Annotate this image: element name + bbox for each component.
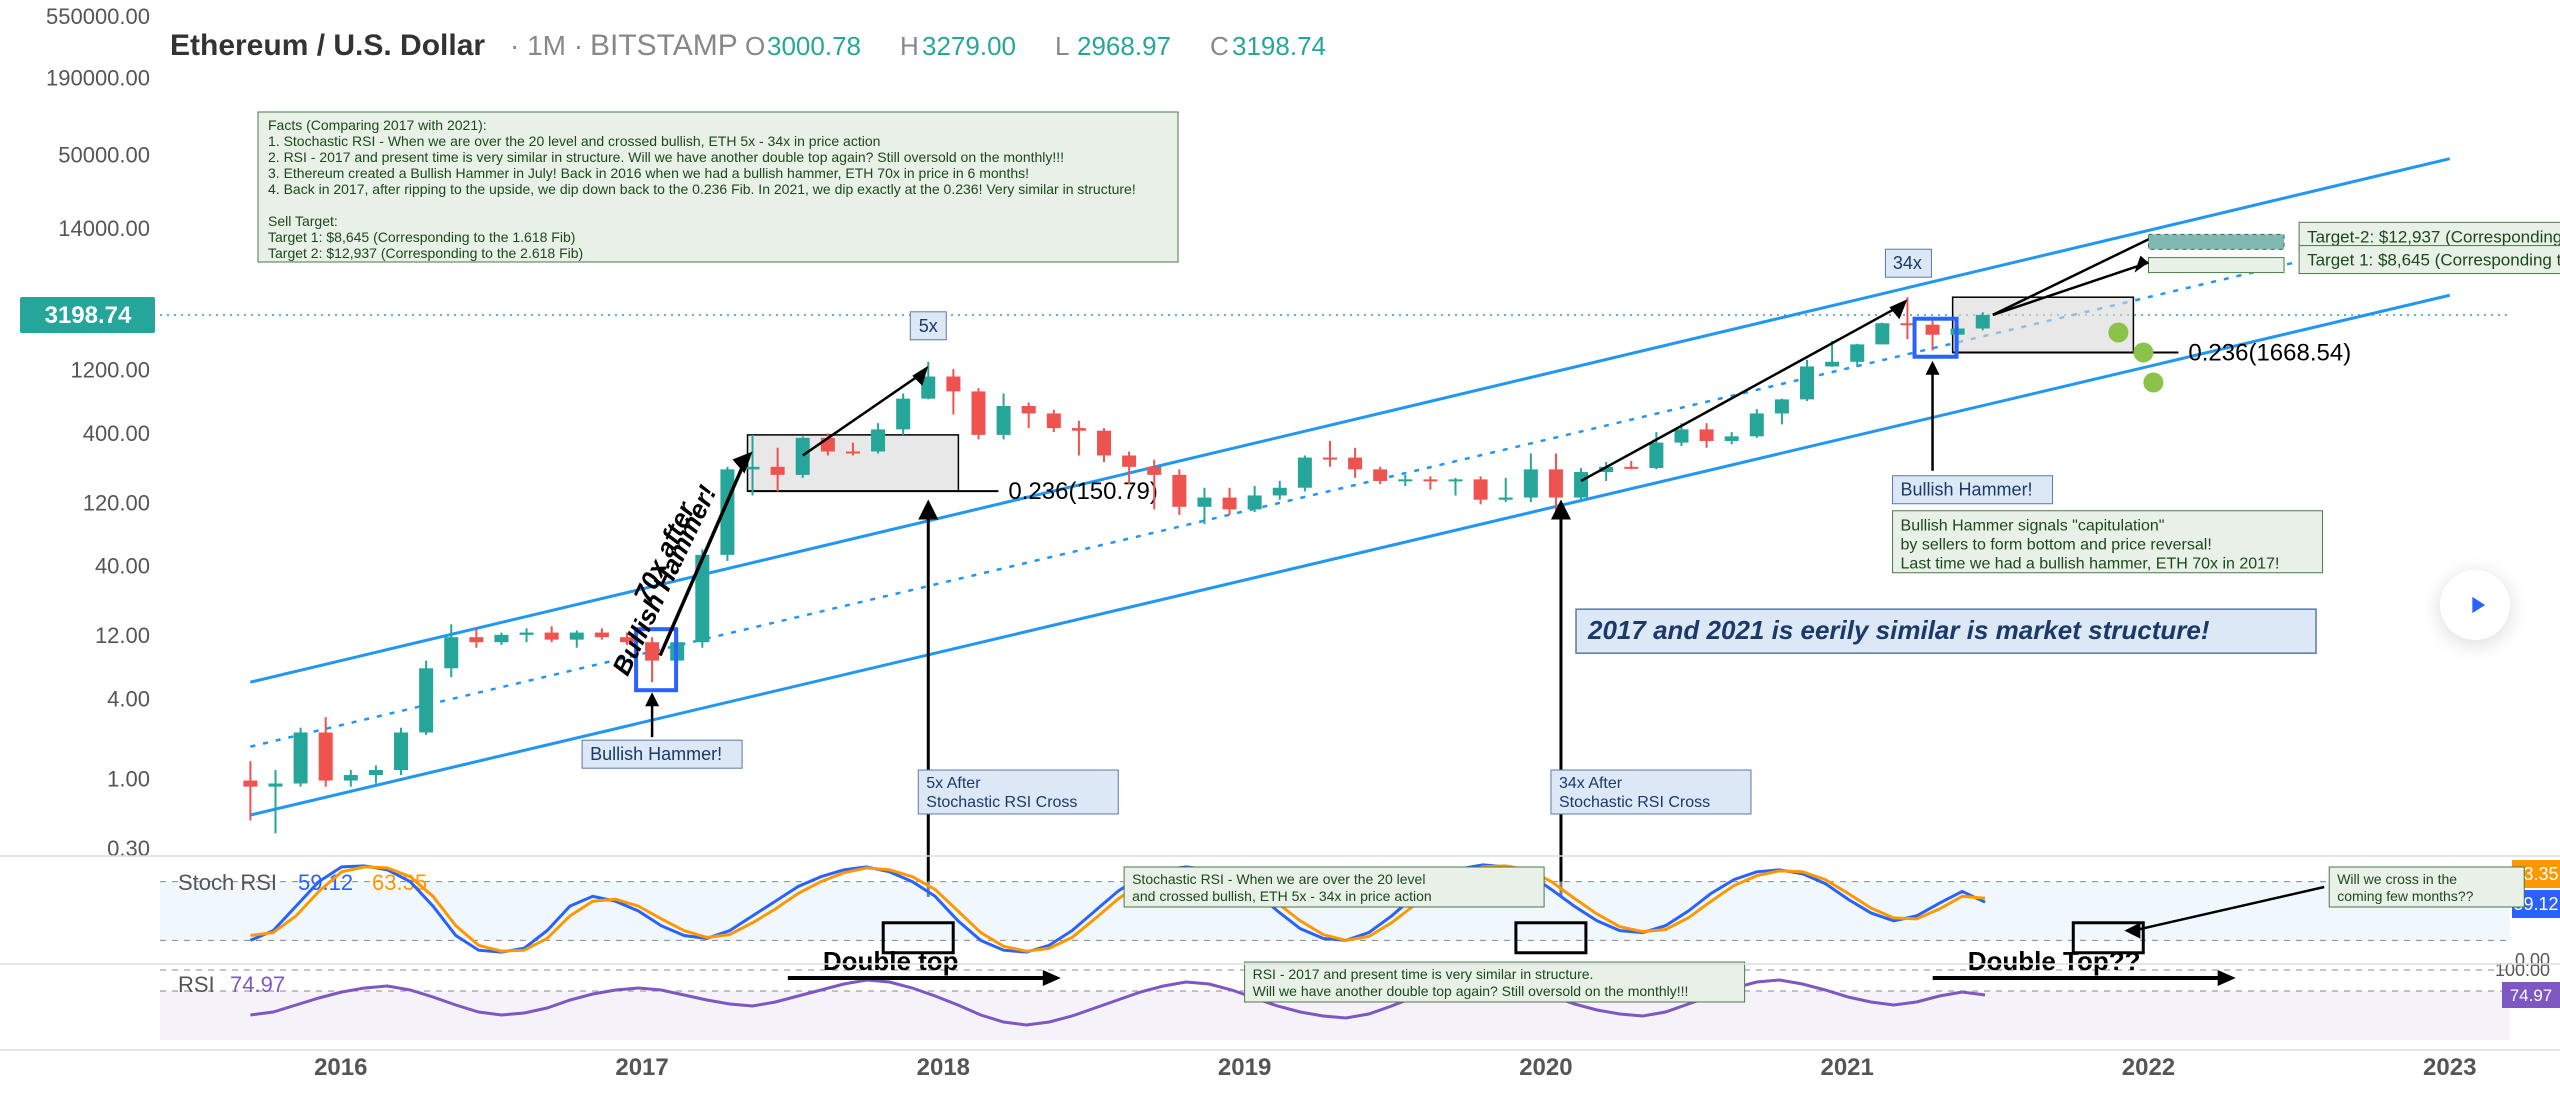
svg-text:coming few months??: coming few months?? bbox=[2337, 888, 2473, 904]
x-tick: 2018 bbox=[917, 1054, 970, 1081]
svg-text:34x After: 34x After bbox=[1559, 775, 1623, 792]
svg-text:Last time we had a bullish ham: Last time we had a bullish hammer, ETH 7… bbox=[1901, 556, 2280, 573]
svg-text:RSI: RSI bbox=[178, 972, 215, 997]
svg-text:Stochastic RSI Cross: Stochastic RSI Cross bbox=[926, 794, 1077, 811]
svg-text:Bullish Hammer signals "capitu: Bullish Hammer signals "capitulation" bbox=[1901, 518, 2165, 535]
svg-text:3198.74: 3198.74 bbox=[1232, 31, 1326, 61]
y-tick: 400.00 bbox=[83, 421, 150, 446]
svg-text:3279.00: 3279.00 bbox=[922, 31, 1016, 61]
svg-text:Facts (Comparing 2017 with 202: Facts (Comparing 2017 with 2021): bbox=[268, 117, 487, 133]
y-tick: 0.30 bbox=[107, 836, 150, 861]
y-tick: 50000.00 bbox=[58, 142, 150, 167]
play-button[interactable] bbox=[2440, 570, 2510, 640]
svg-text:74.97: 74.97 bbox=[2510, 986, 2553, 1005]
svg-text:Bullish Hammer!: Bullish Hammer! bbox=[1901, 480, 2033, 500]
svg-text:3198.74: 3198.74 bbox=[45, 302, 132, 329]
y-tick: 120.00 bbox=[83, 490, 150, 515]
svg-text:2968.97: 2968.97 bbox=[1077, 31, 1171, 61]
x-tick: 2020 bbox=[1519, 1054, 1572, 1081]
svg-text:2017 and 2021 is eerily simila: 2017 and 2021 is eerily similar is marke… bbox=[1587, 615, 2210, 645]
chart-container: Ethereum / U.S. Dollar · 1M ·BITSTAMPO300… bbox=[0, 0, 2560, 1094]
svg-text:and crossed bullish, ETH 5x -: and crossed bullish, ETH 5x - 34x in pri… bbox=[1132, 888, 1432, 904]
svg-text:C: C bbox=[1210, 31, 1229, 61]
svg-text:O: O bbox=[745, 31, 765, 61]
svg-text:RSI - 2017 and present time is: RSI - 2017 and present time is very simi… bbox=[1253, 966, 1594, 982]
svg-text:5x: 5x bbox=[919, 316, 938, 336]
svg-text:Will we cross in the: Will we cross in the bbox=[2337, 871, 2457, 887]
y-tick: 12.00 bbox=[95, 623, 150, 648]
svg-text:1. Stochastic RSI - When we ar: 1. Stochastic RSI - When we are over the… bbox=[268, 133, 880, 149]
svg-text:Will we have another double to: Will we have another double top again? S… bbox=[1253, 983, 1689, 999]
x-tick: 2016 bbox=[314, 1054, 367, 1081]
y-tick: 1.00 bbox=[107, 767, 150, 792]
chart-svg: Ethereum / U.S. Dollar · 1M ·BITSTAMPO300… bbox=[0, 0, 2560, 1094]
svg-text:34x: 34x bbox=[1893, 253, 1922, 273]
svg-text:Stoch RSI: Stoch RSI bbox=[178, 870, 277, 895]
y-tick: 1200.00 bbox=[70, 358, 150, 383]
y-tick: 4.00 bbox=[107, 687, 150, 712]
y-tick: 190000.00 bbox=[46, 65, 150, 90]
svg-text:0.236(150.79): 0.236(150.79) bbox=[1008, 478, 1157, 505]
svg-text:H: H bbox=[900, 31, 919, 61]
x-tick: 2023 bbox=[2423, 1054, 2476, 1081]
svg-text:L: L bbox=[1055, 31, 1069, 61]
svg-text:Sell Target:: Sell Target: bbox=[268, 213, 338, 229]
x-tick: 2022 bbox=[2122, 1054, 2175, 1081]
svg-text:Bullish Hammer!: Bullish Hammer! bbox=[590, 744, 722, 764]
svg-text:3000.78: 3000.78 bbox=[767, 31, 861, 61]
y-tick: 14000.00 bbox=[58, 216, 150, 241]
svg-text:· 1M ·: · 1M · bbox=[510, 30, 583, 61]
svg-text:Stochastic RSI Cross: Stochastic RSI Cross bbox=[1559, 794, 1710, 811]
svg-text:59.12: 59.12 bbox=[298, 870, 353, 895]
svg-text:by sellers to form bottom and: by sellers to form bottom and price reve… bbox=[1901, 537, 2212, 554]
svg-text:3. Ethereum created a Bullish: 3. Ethereum created a Bullish Hammer in … bbox=[268, 165, 1029, 181]
svg-text:4. Back in 2017, after ripping: 4. Back in 2017, after ripping to the up… bbox=[268, 181, 1136, 197]
y-tick: 40.00 bbox=[95, 554, 150, 579]
svg-text:5x After: 5x After bbox=[926, 775, 981, 792]
svg-text:74.97: 74.97 bbox=[230, 972, 285, 997]
svg-text:Target 1: $8,645 (Correspondin: Target 1: $8,645 (Corresponding to the 1… bbox=[2307, 251, 2560, 270]
x-tick: 2019 bbox=[1218, 1054, 1271, 1081]
x-tick: 2017 bbox=[615, 1054, 668, 1081]
symbol-title: Ethereum / U.S. Dollar bbox=[170, 29, 485, 62]
svg-text:0.236(1668.54): 0.236(1668.54) bbox=[2188, 339, 2351, 366]
y-tick: 550000.00 bbox=[46, 4, 150, 29]
svg-text:BITSTAMP: BITSTAMP bbox=[590, 29, 738, 62]
svg-text:Target 1: $8,645 (Correspondin: Target 1: $8,645 (Corresponding to the 1… bbox=[268, 229, 575, 245]
svg-text:Target-2: $12,937 (Correspondi: Target-2: $12,937 (Corresponding to the … bbox=[2307, 227, 2560, 246]
svg-text:Stochastic RSI - When we are o: Stochastic RSI - When we are over the 20… bbox=[1132, 871, 1425, 887]
svg-text:Double Top??: Double Top?? bbox=[1968, 946, 2141, 976]
svg-text:Double top: Double top bbox=[823, 946, 959, 976]
svg-text:Target 2: $12,937 (Correspondi: Target 2: $12,937 (Corresponding to the … bbox=[268, 245, 583, 261]
svg-text:2. RSI - 2017 and present time: 2. RSI - 2017 and present time is very s… bbox=[268, 149, 1064, 165]
svg-text:100.00: 100.00 bbox=[2495, 960, 2550, 980]
x-tick: 2021 bbox=[1820, 1054, 1873, 1081]
